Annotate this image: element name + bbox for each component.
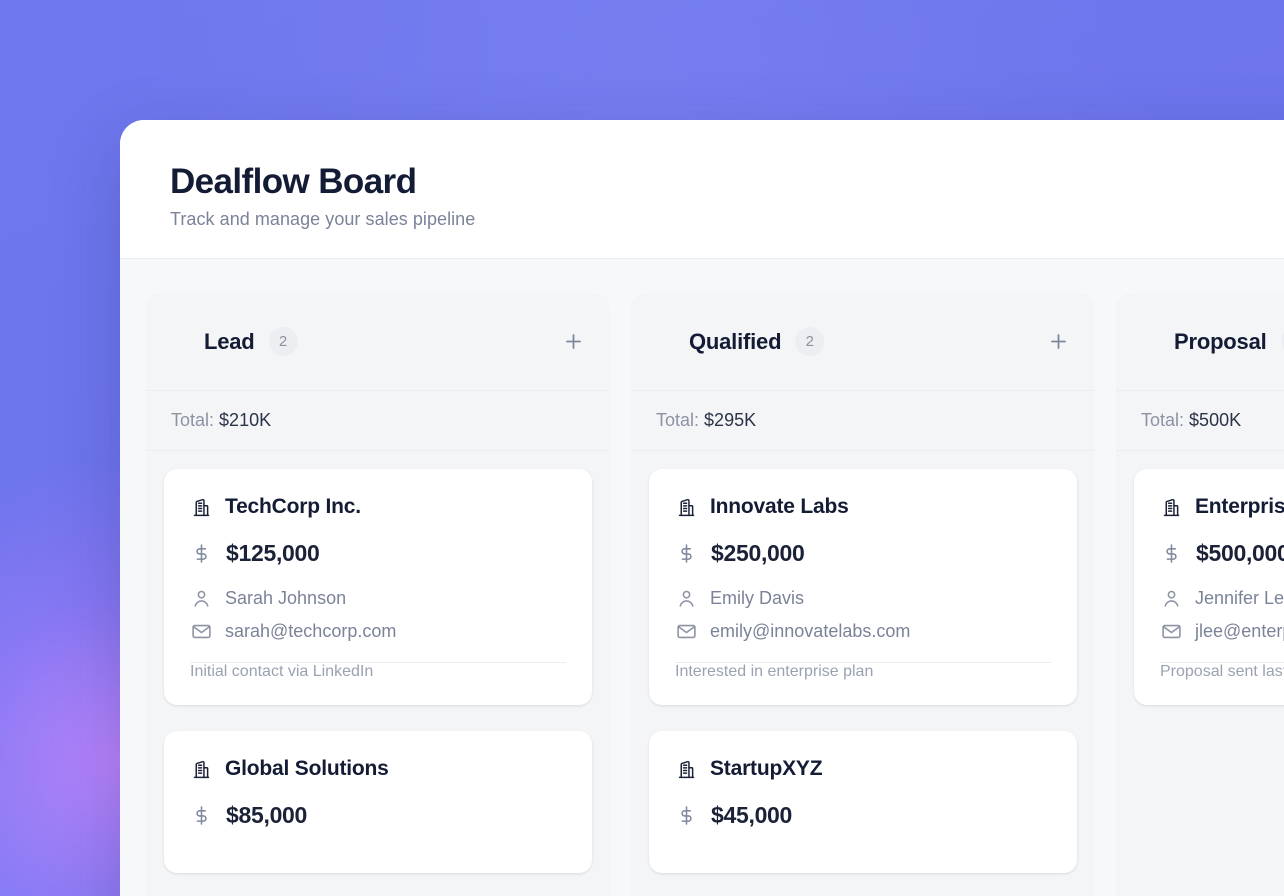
deal-amount: $500,000 [1196, 540, 1284, 567]
deal-contact-name: Jennifer Lee [1195, 587, 1284, 608]
column-total-value: $295K [704, 410, 757, 431]
column-title: Qualified [689, 328, 782, 354]
envelope-icon [1160, 620, 1182, 642]
deal-email: emily@innovatelabs.com [710, 620, 911, 641]
column-title: Proposal [1174, 328, 1267, 354]
deal-card[interactable]: Enterprise Co $500,000 Jennifer Lee jlee@en… [1134, 469, 1284, 706]
deal-contact-name: Sarah Johnson [225, 587, 347, 608]
envelope-icon [190, 620, 212, 642]
page-title: Dealflow Board [170, 162, 417, 201]
deal-email: sarah@techcorp.com [225, 620, 397, 641]
board-column-lead[interactable]: Lead 2 Total: $210K TechCorp Inc. $125,000 Sa… [146, 293, 610, 896]
deal-card[interactable]: Innovate Labs $250,000 Emily Davis emily@in… [649, 469, 1077, 706]
deal-amount: $250,000 [711, 540, 805, 567]
deal-amount: $125,000 [226, 540, 320, 567]
deal-company-row: StartupXYZ [675, 757, 1051, 781]
deal-email-row[interactable]: sarah@techcorp.com [190, 620, 566, 642]
column-total-qualified: Total: $295K [631, 391, 1095, 452]
deal-contact-name: Emily Davis [710, 587, 805, 608]
person-icon [1160, 587, 1182, 609]
building-icon [190, 758, 212, 780]
building-icon [190, 496, 212, 518]
column-header-qualified: Qualified 2 [631, 293, 1095, 392]
page-subtitle: Track and manage your sales pipeline [170, 209, 476, 230]
deal-amount: $45,000 [711, 802, 793, 829]
deal-amount-row: $125,000 [190, 540, 566, 567]
deal-company-name: TechCorp Inc. [225, 495, 361, 519]
deal-email-row[interactable]: jlee@enterprise.com [1160, 620, 1284, 642]
board-column-qualified[interactable]: Qualified 2 Total: $295K Innovate Labs $250,… [631, 293, 1095, 896]
deal-contact-row: Sarah Johnson [190, 587, 566, 609]
envelope-icon [675, 620, 697, 642]
add-deal-button-lead[interactable] [558, 327, 588, 357]
column-count-badge: 2 [268, 327, 298, 357]
card-divider [675, 662, 1051, 664]
column-title: Lead [204, 328, 255, 354]
deal-amount-row: $85,000 [190, 802, 566, 829]
deal-amount-row: $45,000 [675, 802, 1051, 829]
column-header-lead: Lead 2 [146, 293, 610, 392]
column-total-label: Total: [171, 410, 215, 431]
deal-amount: $85,000 [226, 802, 308, 829]
add-deal-button-qualified[interactable] [1043, 327, 1073, 357]
deal-card[interactable]: StartupXYZ $45,000 [649, 731, 1077, 874]
board-column-proposal[interactable]: Proposal 1 Total: $500K Enterprise Co $500,0… [1116, 293, 1284, 896]
column-count-badge: 2 [795, 327, 825, 357]
deal-company-name: Global Solutions [225, 757, 389, 781]
deal-contact-row: Emily Davis [675, 587, 1051, 609]
deal-company-row: Innovate Labs [675, 495, 1051, 519]
building-icon [675, 758, 697, 780]
deal-company-name: Innovate Labs [710, 495, 849, 519]
kanban-board: Lead 2 Total: $210K TechCorp Inc. $125,000 Sa… [120, 259, 1284, 896]
deal-note: Interested in enterprise plan [675, 663, 874, 681]
deal-amount-row: $250,000 [675, 540, 1051, 567]
column-total-value: $210K [219, 410, 272, 431]
dollar-icon [190, 543, 212, 565]
deal-note: Initial contact via LinkedIn [190, 663, 374, 681]
column-total-proposal: Total: $500K [1116, 391, 1284, 452]
column-total-lead: Total: $210K [146, 391, 610, 452]
deal-card[interactable]: Global Solutions $85,000 [164, 731, 592, 874]
deal-card[interactable]: TechCorp Inc. $125,000 Sarah Johnson sarah@… [164, 469, 592, 706]
deal-email-row[interactable]: emily@innovatelabs.com [675, 620, 1051, 642]
deal-company-row: Enterprise Co [1160, 495, 1284, 519]
dollar-icon [190, 805, 212, 827]
person-icon [190, 587, 212, 609]
dollar-icon [1160, 543, 1182, 565]
column-total-label: Total: [656, 410, 700, 431]
person-icon [675, 587, 697, 609]
deal-company-row: TechCorp Inc. [190, 495, 566, 519]
column-header-proposal: Proposal 1 [1116, 293, 1284, 392]
column-card-list-proposal: Enterprise Co $500,000 Jennifer Lee jlee@en… [1116, 451, 1284, 723]
card-divider [1160, 662, 1284, 664]
app-window: Dealflow Board Track and manage your sal… [120, 120, 1284, 896]
deal-note: Proposal sent last week [1160, 663, 1284, 681]
deal-company-name: Enterprise Co [1195, 495, 1284, 519]
column-card-list-lead: TechCorp Inc. $125,000 Sarah Johnson sarah@… [146, 451, 610, 891]
building-icon [675, 496, 697, 518]
column-total-label: Total: [1141, 410, 1185, 431]
dollar-icon [675, 805, 697, 827]
deal-amount-row: $500,000 [1160, 540, 1284, 567]
column-count-badge: 1 [1280, 327, 1284, 357]
building-icon [1160, 496, 1182, 518]
dollar-icon [675, 543, 697, 565]
deal-company-name: StartupXYZ [710, 757, 823, 781]
page-header: Dealflow Board Track and manage your sal… [120, 120, 1284, 260]
column-total-value: $500K [1189, 410, 1242, 431]
deal-contact-row: Jennifer Lee [1160, 587, 1284, 609]
column-card-list-qualified: Innovate Labs $250,000 Emily Davis emily@in… [631, 451, 1095, 891]
deal-company-row: Global Solutions [190, 757, 566, 781]
deal-email: jlee@enterprise.com [1195, 620, 1284, 641]
